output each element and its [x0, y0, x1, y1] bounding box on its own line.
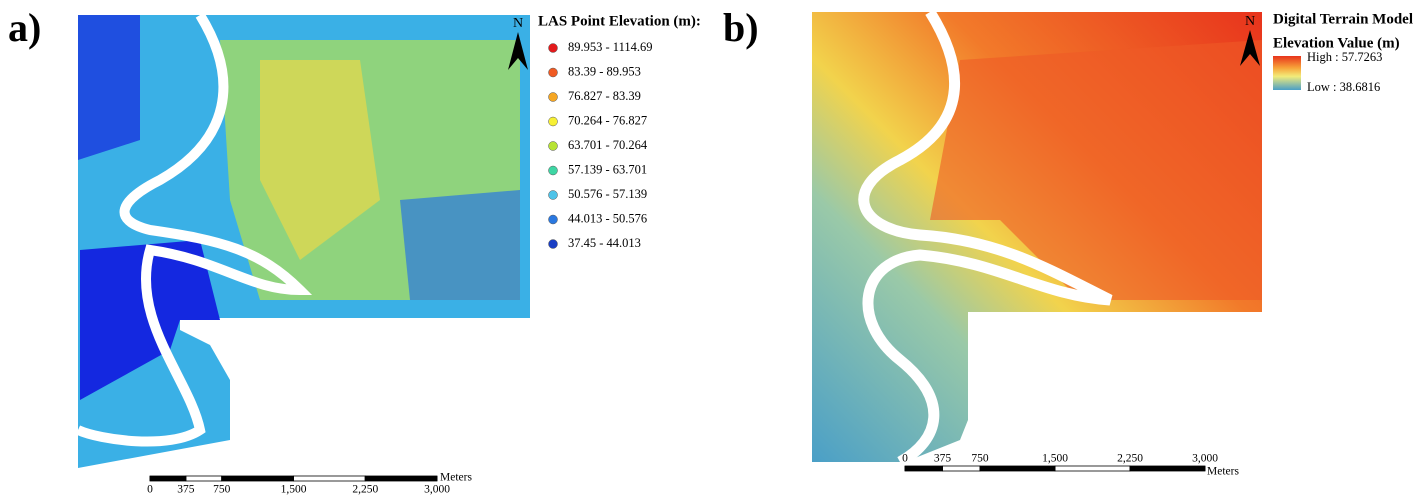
legend-label: 76.827 - 83.39	[568, 89, 641, 103]
figure: a) N LAS Point Elevation (m): 89.953 - 1…	[0, 0, 1421, 495]
legend-label: 83.39 - 89.953	[568, 64, 641, 78]
scale-unit: Meters	[1207, 466, 1239, 478]
scale-label: 0	[902, 453, 908, 465]
scale-segment	[980, 466, 1055, 471]
scale-segment	[150, 476, 186, 481]
legend-swatch	[549, 44, 558, 53]
color-ramp	[1273, 56, 1301, 90]
legend-swatch	[549, 93, 558, 102]
scale-segment	[186, 476, 222, 481]
legend-label: 70.264 - 76.827	[568, 113, 647, 127]
scale-label: 2,250	[1117, 453, 1143, 465]
scale-segment	[943, 466, 981, 471]
legend-label: 37.45 - 44.013	[568, 236, 641, 250]
scale-label: 750	[971, 453, 989, 465]
scale-label: 375	[177, 484, 195, 495]
legend-label: 44.013 - 50.576	[568, 211, 647, 225]
legend-label: 89.953 - 1114.69	[568, 40, 653, 54]
legend-swatch	[549, 215, 558, 224]
scale-segment	[294, 476, 366, 481]
north-label: N	[513, 16, 523, 31]
panel-label: a)	[8, 5, 41, 50]
legend-high: High : 57.7263	[1307, 50, 1382, 64]
legend-swatch	[549, 117, 558, 126]
legend-label: 63.701 - 70.264	[568, 138, 648, 152]
scale-segment	[1130, 466, 1205, 471]
panel-label: b)	[723, 5, 759, 50]
legend-swatch	[549, 191, 558, 200]
scale-label: 0	[147, 484, 153, 495]
north-label: N	[1245, 14, 1255, 29]
legend-title: Digital Terrain Model	[1273, 11, 1413, 27]
scale-label: 3,000	[424, 484, 450, 495]
scale-unit: Meters	[440, 472, 472, 484]
scale-segment	[905, 466, 943, 471]
scale-label: 3,000	[1192, 453, 1218, 465]
scale-segment	[365, 476, 437, 481]
legend-low: Low : 38.6816	[1307, 80, 1380, 94]
scale-label: 2,250	[352, 484, 378, 495]
legend-label: 50.576 - 57.139	[568, 187, 647, 201]
scale-label: 1,500	[1042, 453, 1068, 465]
legend-swatch	[549, 68, 558, 77]
map-b	[812, 12, 1262, 462]
legend-label: 57.139 - 63.701	[568, 162, 647, 176]
legend-title: LAS Point Elevation (m):	[538, 13, 701, 29]
legend-swatch	[549, 142, 558, 151]
scale-label: 1,500	[281, 484, 307, 495]
legend-swatch	[549, 166, 558, 175]
legend: 89.953 - 1114.69 83.39 - 89.953 76.827 - 8…	[549, 40, 653, 250]
scale-label: 375	[934, 453, 952, 465]
scale-label: 750	[213, 484, 231, 495]
scale-segment	[222, 476, 294, 481]
scale-segment	[1055, 466, 1130, 471]
map-a	[78, 15, 530, 468]
legend-swatch	[549, 240, 558, 249]
